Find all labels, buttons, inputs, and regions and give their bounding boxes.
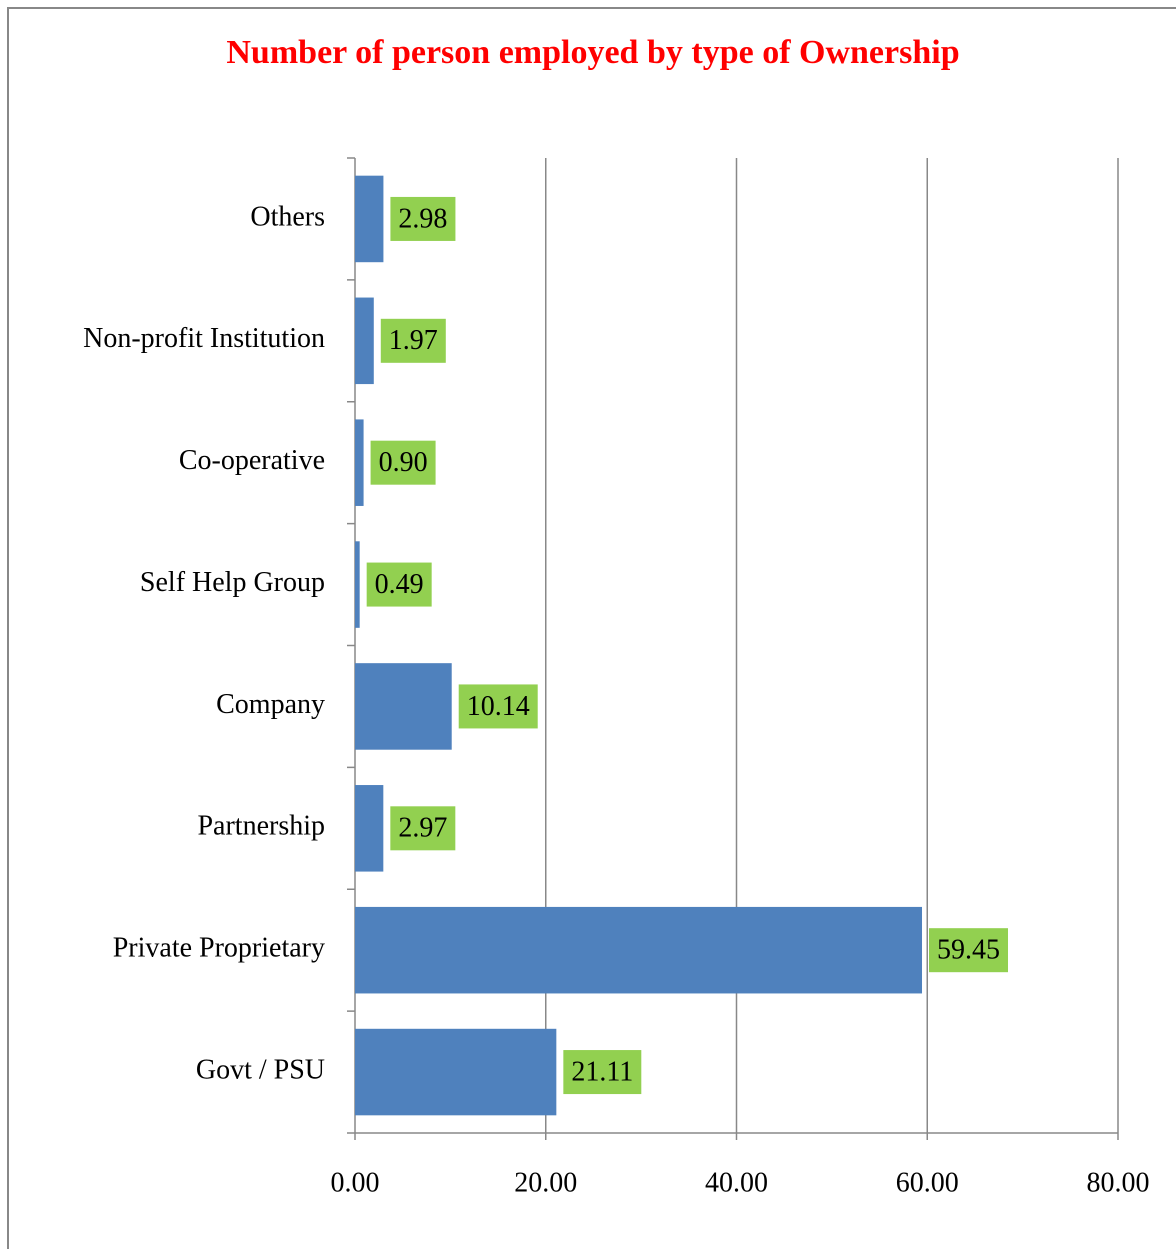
data-label: 21.11 [571, 1056, 633, 1087]
data-label-bg [370, 440, 436, 485]
x-tick-label: 20.00 [514, 1167, 577, 1198]
data-label-bg [390, 196, 456, 241]
data-label-bg [929, 928, 1009, 973]
chart-title: Number of person employed by type of Own… [226, 34, 959, 71]
bar [355, 297, 374, 385]
data-label-bg [380, 318, 446, 363]
y-tick-label: Company [216, 689, 325, 720]
bar [355, 1028, 557, 1116]
data-label: 1.97 [389, 325, 438, 356]
chart-frame [7, 7, 1176, 1249]
data-label: 10.14 [467, 691, 530, 722]
y-tick-label: Govt / PSU [196, 1054, 325, 1085]
x-tick-label: 0.00 [331, 1167, 380, 1198]
data-label-bg [366, 562, 432, 607]
bar [355, 175, 384, 263]
data-label: 2.97 [398, 813, 447, 844]
bar [355, 419, 364, 506]
data-label: 0.49 [375, 569, 424, 600]
data-label: 59.45 [937, 935, 1000, 966]
y-tick-label: Self Help Group [140, 567, 325, 598]
data-label-bg [390, 806, 456, 851]
bar [355, 906, 923, 994]
data-label: 2.98 [398, 203, 447, 234]
data-label: 0.90 [379, 447, 428, 478]
y-tick-label: Partnership [197, 811, 325, 842]
x-tick-label: 80.00 [1087, 1167, 1150, 1198]
y-tick-label: Non-profit Institution [83, 323, 325, 354]
data-label-bg [458, 684, 538, 729]
x-tick-label: 40.00 [705, 1167, 768, 1198]
bar [355, 541, 360, 628]
bar [355, 663, 452, 750]
y-tick-label: Private Proprietary [113, 933, 325, 964]
y-tick-label: Co-operative [179, 445, 325, 476]
data-label-bg [563, 1050, 642, 1095]
y-tick-label: Others [250, 201, 325, 232]
bar [355, 785, 384, 872]
x-tick-label: 60.00 [896, 1167, 959, 1198]
